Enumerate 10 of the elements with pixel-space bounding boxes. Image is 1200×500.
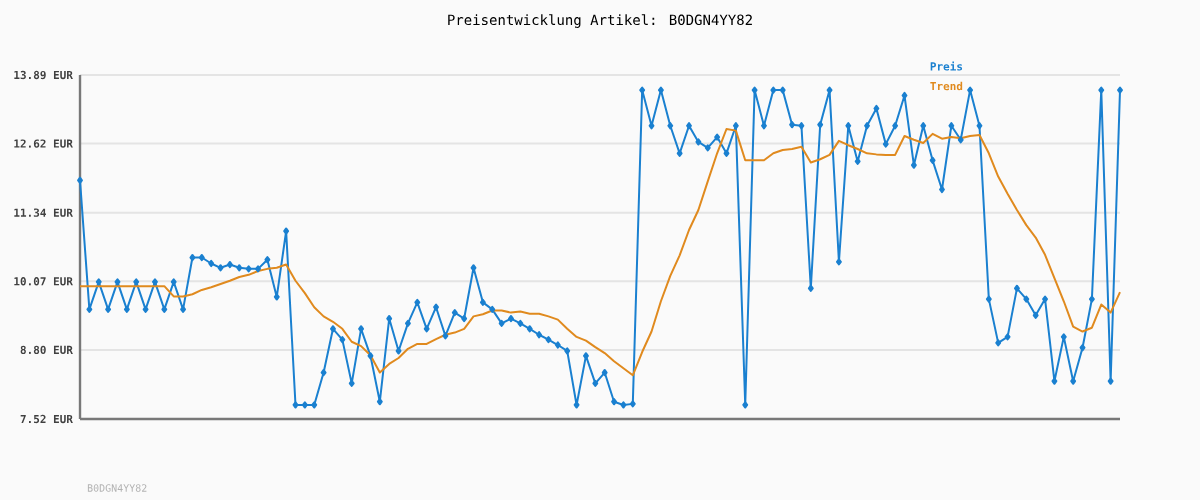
y-tick-label: 10.07 EUR xyxy=(14,277,73,286)
y-tick-label: 12.62 EUR xyxy=(14,139,73,148)
text: Trend xyxy=(930,81,963,91)
y-tick-label: 13.89 EUR xyxy=(14,70,73,80)
chart-title: Preisentwicklung Artikel: B0DGN4YY82 xyxy=(448,14,752,28)
text: B0DGN4YY82 xyxy=(87,484,147,492)
y-tick-label: 7.52 EUR xyxy=(20,414,73,424)
y-tick-label: 11.34 EUR xyxy=(14,208,73,217)
y-tick-label: 8.80 EUR xyxy=(20,345,73,355)
series-label: Preis xyxy=(930,61,963,71)
